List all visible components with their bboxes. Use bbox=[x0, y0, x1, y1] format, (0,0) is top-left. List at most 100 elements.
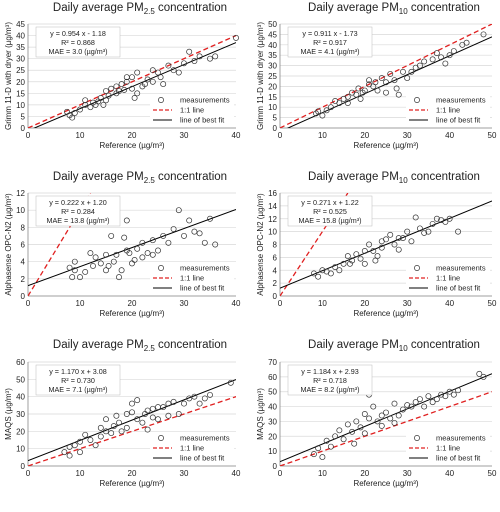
y-tick-label: 14 bbox=[268, 202, 277, 211]
data-point bbox=[149, 405, 156, 412]
data-point bbox=[191, 58, 198, 64]
x-tick-label: 50 bbox=[488, 469, 497, 478]
x-tick-label: 30 bbox=[180, 469, 189, 478]
data-point bbox=[378, 75, 385, 82]
data-point bbox=[353, 251, 360, 258]
data-point bbox=[170, 67, 177, 74]
data-point bbox=[181, 60, 187, 67]
panel-6: Daily average PM10 concentration01020304… bbox=[256, 339, 497, 488]
data-point bbox=[186, 217, 193, 224]
data-point bbox=[82, 269, 89, 275]
x-tick-label: 10 bbox=[318, 299, 327, 308]
data-point bbox=[118, 81, 125, 88]
x-tick-label: 30 bbox=[180, 299, 189, 308]
data-point bbox=[149, 414, 156, 421]
data-point bbox=[121, 234, 128, 241]
data-point bbox=[105, 263, 112, 269]
data-point bbox=[113, 83, 120, 90]
data-point bbox=[400, 235, 406, 242]
data-point bbox=[429, 399, 436, 406]
data-point bbox=[336, 427, 343, 434]
data-point bbox=[361, 411, 368, 417]
data-point bbox=[366, 77, 372, 84]
data-point bbox=[310, 270, 317, 277]
y-tick-label: 50 bbox=[16, 375, 25, 384]
data-point bbox=[378, 422, 385, 429]
legend-label: measurements bbox=[436, 96, 486, 105]
data-point bbox=[87, 250, 94, 257]
x-tick-label: 40 bbox=[232, 469, 241, 478]
x-tick-label: 10 bbox=[76, 469, 85, 478]
y-tick-label: 10 bbox=[16, 101, 25, 110]
y-axis-label: Alphasense OPC-N2 (µg/m³) bbox=[256, 193, 265, 296]
panel-title-rest: concentration bbox=[408, 339, 480, 351]
legend-frame bbox=[406, 94, 490, 126]
data-point bbox=[366, 241, 372, 248]
data-point bbox=[455, 387, 462, 394]
best-fit-line bbox=[28, 209, 236, 287]
legend-label: 1:1 line bbox=[180, 274, 204, 283]
data-point bbox=[160, 232, 167, 239]
data-point bbox=[160, 404, 167, 411]
legend-label: line of best fit bbox=[436, 116, 481, 125]
y-tick-label: 10 bbox=[268, 447, 277, 456]
data-point bbox=[155, 404, 161, 411]
data-point bbox=[355, 85, 362, 92]
data-point bbox=[412, 214, 419, 221]
x-tick-label: 20 bbox=[128, 299, 137, 308]
x-tick-label: 0 bbox=[26, 131, 31, 140]
data-point bbox=[97, 95, 104, 101]
data-point bbox=[144, 407, 151, 414]
data-point bbox=[323, 437, 330, 444]
data-point bbox=[149, 251, 156, 258]
data-point bbox=[97, 424, 104, 431]
data-point bbox=[408, 68, 415, 75]
data-point bbox=[332, 264, 339, 270]
data-point bbox=[175, 69, 182, 76]
stats-box-frame bbox=[35, 364, 121, 396]
y-tick-label: 15 bbox=[16, 89, 25, 98]
data-point bbox=[433, 50, 440, 57]
data-point bbox=[160, 81, 167, 88]
data-point bbox=[71, 442, 78, 449]
data-point bbox=[374, 418, 381, 425]
data-point bbox=[108, 232, 115, 239]
data-point bbox=[336, 100, 343, 106]
data-point bbox=[201, 395, 208, 402]
data-point bbox=[121, 86, 128, 93]
data-point bbox=[374, 253, 381, 260]
panel-title: Daily average PM2.5 concentration bbox=[53, 2, 227, 16]
data-point bbox=[134, 69, 141, 76]
one-to-one-line bbox=[28, 34, 236, 128]
stats-box-frame bbox=[287, 195, 373, 227]
data-point bbox=[129, 400, 135, 407]
legend-frame bbox=[406, 432, 490, 464]
data-point bbox=[438, 391, 445, 398]
panel-title: Daily average PM2.5 concentration bbox=[53, 171, 227, 185]
data-point bbox=[476, 370, 483, 377]
panel-4: Daily average PM10 concentration02468101… bbox=[256, 171, 497, 318]
data-point bbox=[416, 396, 423, 403]
data-point bbox=[212, 241, 219, 248]
data-point bbox=[387, 415, 394, 422]
data-point bbox=[123, 424, 130, 431]
panel-5: Daily average PM2.5 concentration 0 10 20 30… bbox=[4, 339, 241, 488]
stats-line: y = 0.271 x + 1.22 bbox=[301, 198, 359, 207]
stats-line: y = 0.222 x + 1.20 bbox=[49, 198, 107, 207]
data-point bbox=[429, 56, 436, 63]
data-point bbox=[429, 220, 436, 227]
panel-title-rest: concentration bbox=[155, 2, 227, 14]
data-point bbox=[421, 58, 428, 65]
x-tick-label: 10 bbox=[76, 299, 85, 308]
data-point bbox=[123, 78, 130, 85]
data-point bbox=[315, 273, 322, 280]
legend-label: 1:1 line bbox=[180, 106, 204, 115]
data-point bbox=[442, 219, 449, 225]
y-tick-label: 6 bbox=[21, 241, 26, 250]
legend-frame bbox=[150, 262, 234, 294]
data-point bbox=[71, 267, 78, 274]
